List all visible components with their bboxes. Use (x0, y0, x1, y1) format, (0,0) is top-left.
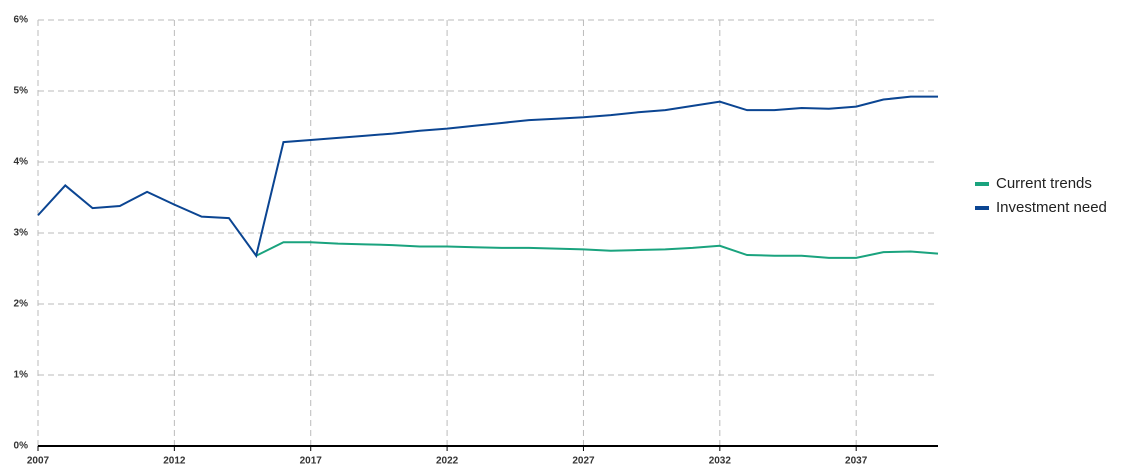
line (37, 95, 938, 259)
y-tick-label: 2% (14, 299, 29, 310)
x-tick-label: 2012 (163, 456, 186, 466)
legend-label: Current trends (996, 175, 1092, 192)
legend-label: Investment need (996, 199, 1107, 216)
x-tick-label: 2022 (436, 456, 459, 466)
x-tick-label: 2032 (709, 456, 732, 466)
y-tick-label: 0% (14, 441, 29, 452)
line (255, 241, 939, 259)
x-tick-label: 2027 (572, 456, 595, 466)
x-tick-label: 2017 (300, 456, 323, 466)
y-tick-label: 1% (14, 370, 29, 381)
y-tick-label: 3% (14, 228, 29, 239)
y-tick-label: 4% (14, 157, 29, 168)
x-tick-label: 2037 (845, 456, 868, 466)
x-tick-label: 2007 (27, 456, 50, 466)
y-tick-label: 5% (14, 86, 29, 97)
y-tick-label: 6% (14, 15, 29, 26)
